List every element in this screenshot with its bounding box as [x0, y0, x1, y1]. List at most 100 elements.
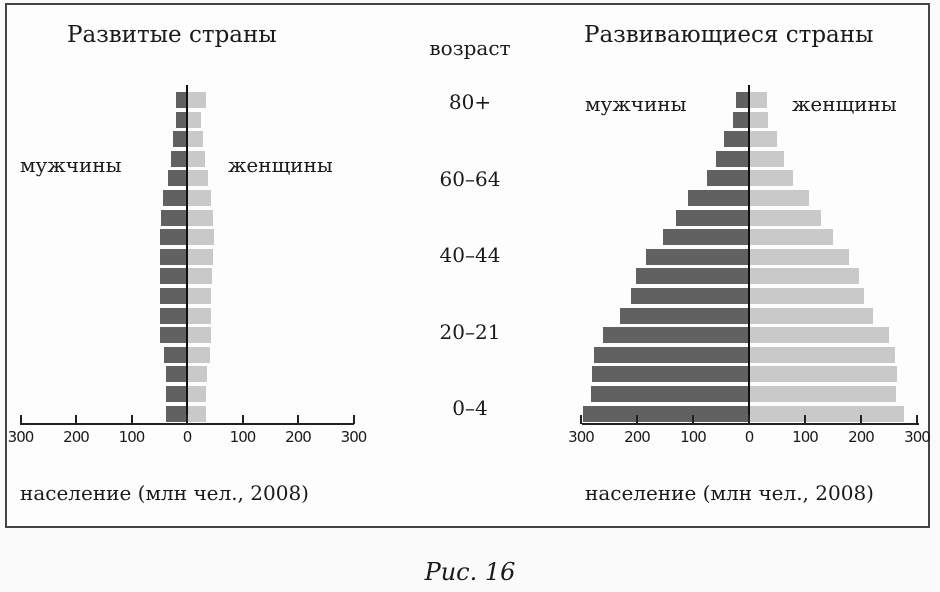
left-chart-title: Развитые страны: [67, 22, 277, 48]
x-tick: [297, 415, 299, 424]
x-tick: [692, 415, 694, 424]
male-bar-30–34: [630, 288, 748, 304]
male-bar-50–54: [161, 209, 186, 226]
x-tick: [19, 415, 22, 424]
female-bar-65–69: [750, 150, 785, 167]
male-bar-20–24: [159, 327, 186, 344]
female-bar-30–34: [750, 288, 865, 304]
x-tick-label: 200: [848, 428, 875, 446]
right-center-axis: [748, 85, 750, 425]
age-label-80plus: 80+: [448, 90, 492, 114]
female-bar-5–9: [188, 386, 207, 402]
female-bar-0–4: [188, 405, 207, 422]
male-bar-75–79: [176, 111, 186, 128]
x-tick: [804, 415, 806, 424]
male-bar-45–49: [159, 229, 186, 246]
male-bar-60–64: [707, 170, 748, 187]
female-bar-10–14: [188, 366, 208, 383]
female-bar-5–9: [750, 386, 897, 402]
x-tick: [186, 415, 188, 424]
x-tick-label: 300: [904, 428, 931, 446]
left-male-label: мужчины: [20, 153, 122, 177]
female-bar-45–49: [750, 229, 833, 246]
male-bar-40–44: [159, 248, 186, 265]
age-label-0-4: 0–4: [452, 396, 488, 420]
x-tick: [580, 415, 582, 424]
x-tick: [916, 415, 918, 424]
male-bar-5–9: [591, 386, 748, 402]
x-tick: [75, 415, 77, 424]
x-tick-label: 300: [568, 428, 595, 446]
male-bar-55–59: [162, 190, 186, 206]
x-tick: [352, 415, 355, 424]
male-bar-15–19: [163, 346, 186, 363]
female-bar-25–29: [750, 307, 874, 324]
male-bar-35–39: [636, 268, 748, 285]
male-bar-80+: [736, 92, 748, 108]
age-label-60-64: 60–64: [439, 167, 501, 191]
right-x-axis-label: население (млн чел., 2008): [585, 481, 874, 505]
x-tick-label: 0: [182, 428, 193, 446]
male-bar-25–29: [159, 307, 186, 324]
female-bar-15–19: [750, 346, 896, 363]
male-bar-75–79: [732, 111, 748, 128]
male-bar-40–44: [646, 248, 748, 265]
left-center-axis: [186, 85, 188, 425]
age-label-20-21: 20–21: [439, 320, 501, 344]
x-tick: [748, 415, 750, 424]
x-tick-label: 100: [792, 428, 819, 446]
female-bar-60–64: [188, 170, 208, 187]
x-tick-label: 0: [744, 428, 755, 446]
female-bar-55–59: [750, 190, 809, 206]
left-female-label: женщины: [228, 153, 333, 177]
x-tick: [130, 415, 133, 424]
female-bar-70–74: [188, 131, 203, 148]
age-label-40-44: 40–44: [439, 243, 501, 267]
female-bar-10–14: [750, 366, 897, 383]
left-x-axis: [20, 423, 354, 425]
male-bar-0–4: [166, 405, 186, 422]
figure-frame: [5, 3, 930, 528]
male-bar-55–59: [688, 190, 748, 206]
female-bar-20–24: [188, 327, 212, 344]
x-tick-label: 100: [680, 428, 707, 446]
x-tick-label: 200: [285, 428, 312, 446]
right-chart-title: Развивающиеся страны: [584, 22, 874, 48]
female-bar-55–59: [188, 190, 212, 206]
female-bar-45–49: [188, 229, 215, 246]
male-bar-70–74: [723, 131, 748, 148]
x-tick: [860, 415, 862, 424]
male-bar-65–69: [171, 150, 186, 167]
female-bar-0–4: [750, 405, 904, 422]
female-bar-70–74: [750, 131, 777, 148]
x-tick-label: 200: [624, 428, 651, 446]
female-bar-50–54: [750, 209, 822, 226]
x-tick-label: 300: [7, 428, 35, 446]
male-bar-25–29: [619, 307, 748, 324]
female-bar-60–64: [750, 170, 794, 187]
male-bar-65–69: [716, 150, 748, 167]
female-bar-25–29: [188, 307, 212, 324]
age-axis-header: возраст: [429, 36, 511, 60]
right-female-label: женщины: [792, 92, 897, 116]
male-bar-30–34: [159, 288, 186, 304]
figure-caption: Рис. 16: [424, 558, 516, 586]
female-bar-35–39: [188, 268, 213, 285]
male-bar-15–19: [594, 346, 748, 363]
female-bar-80+: [750, 92, 767, 108]
x-tick-label: 100: [118, 428, 146, 446]
female-bar-75–79: [188, 111, 202, 128]
male-bar-60–64: [167, 170, 186, 187]
male-bar-45–49: [662, 229, 748, 246]
x-tick-label: 100: [229, 428, 257, 446]
female-bar-50–54: [188, 209, 213, 226]
x-tick: [636, 415, 638, 424]
female-bar-40–44: [750, 248, 850, 265]
male-bar-50–54: [675, 209, 748, 226]
male-bar-10–14: [166, 366, 186, 383]
x-tick: [241, 415, 244, 424]
male-bar-20–24: [602, 327, 748, 344]
x-tick-label: 300: [340, 428, 368, 446]
female-bar-65–69: [188, 150, 206, 167]
x-tick-label: 200: [63, 428, 90, 446]
